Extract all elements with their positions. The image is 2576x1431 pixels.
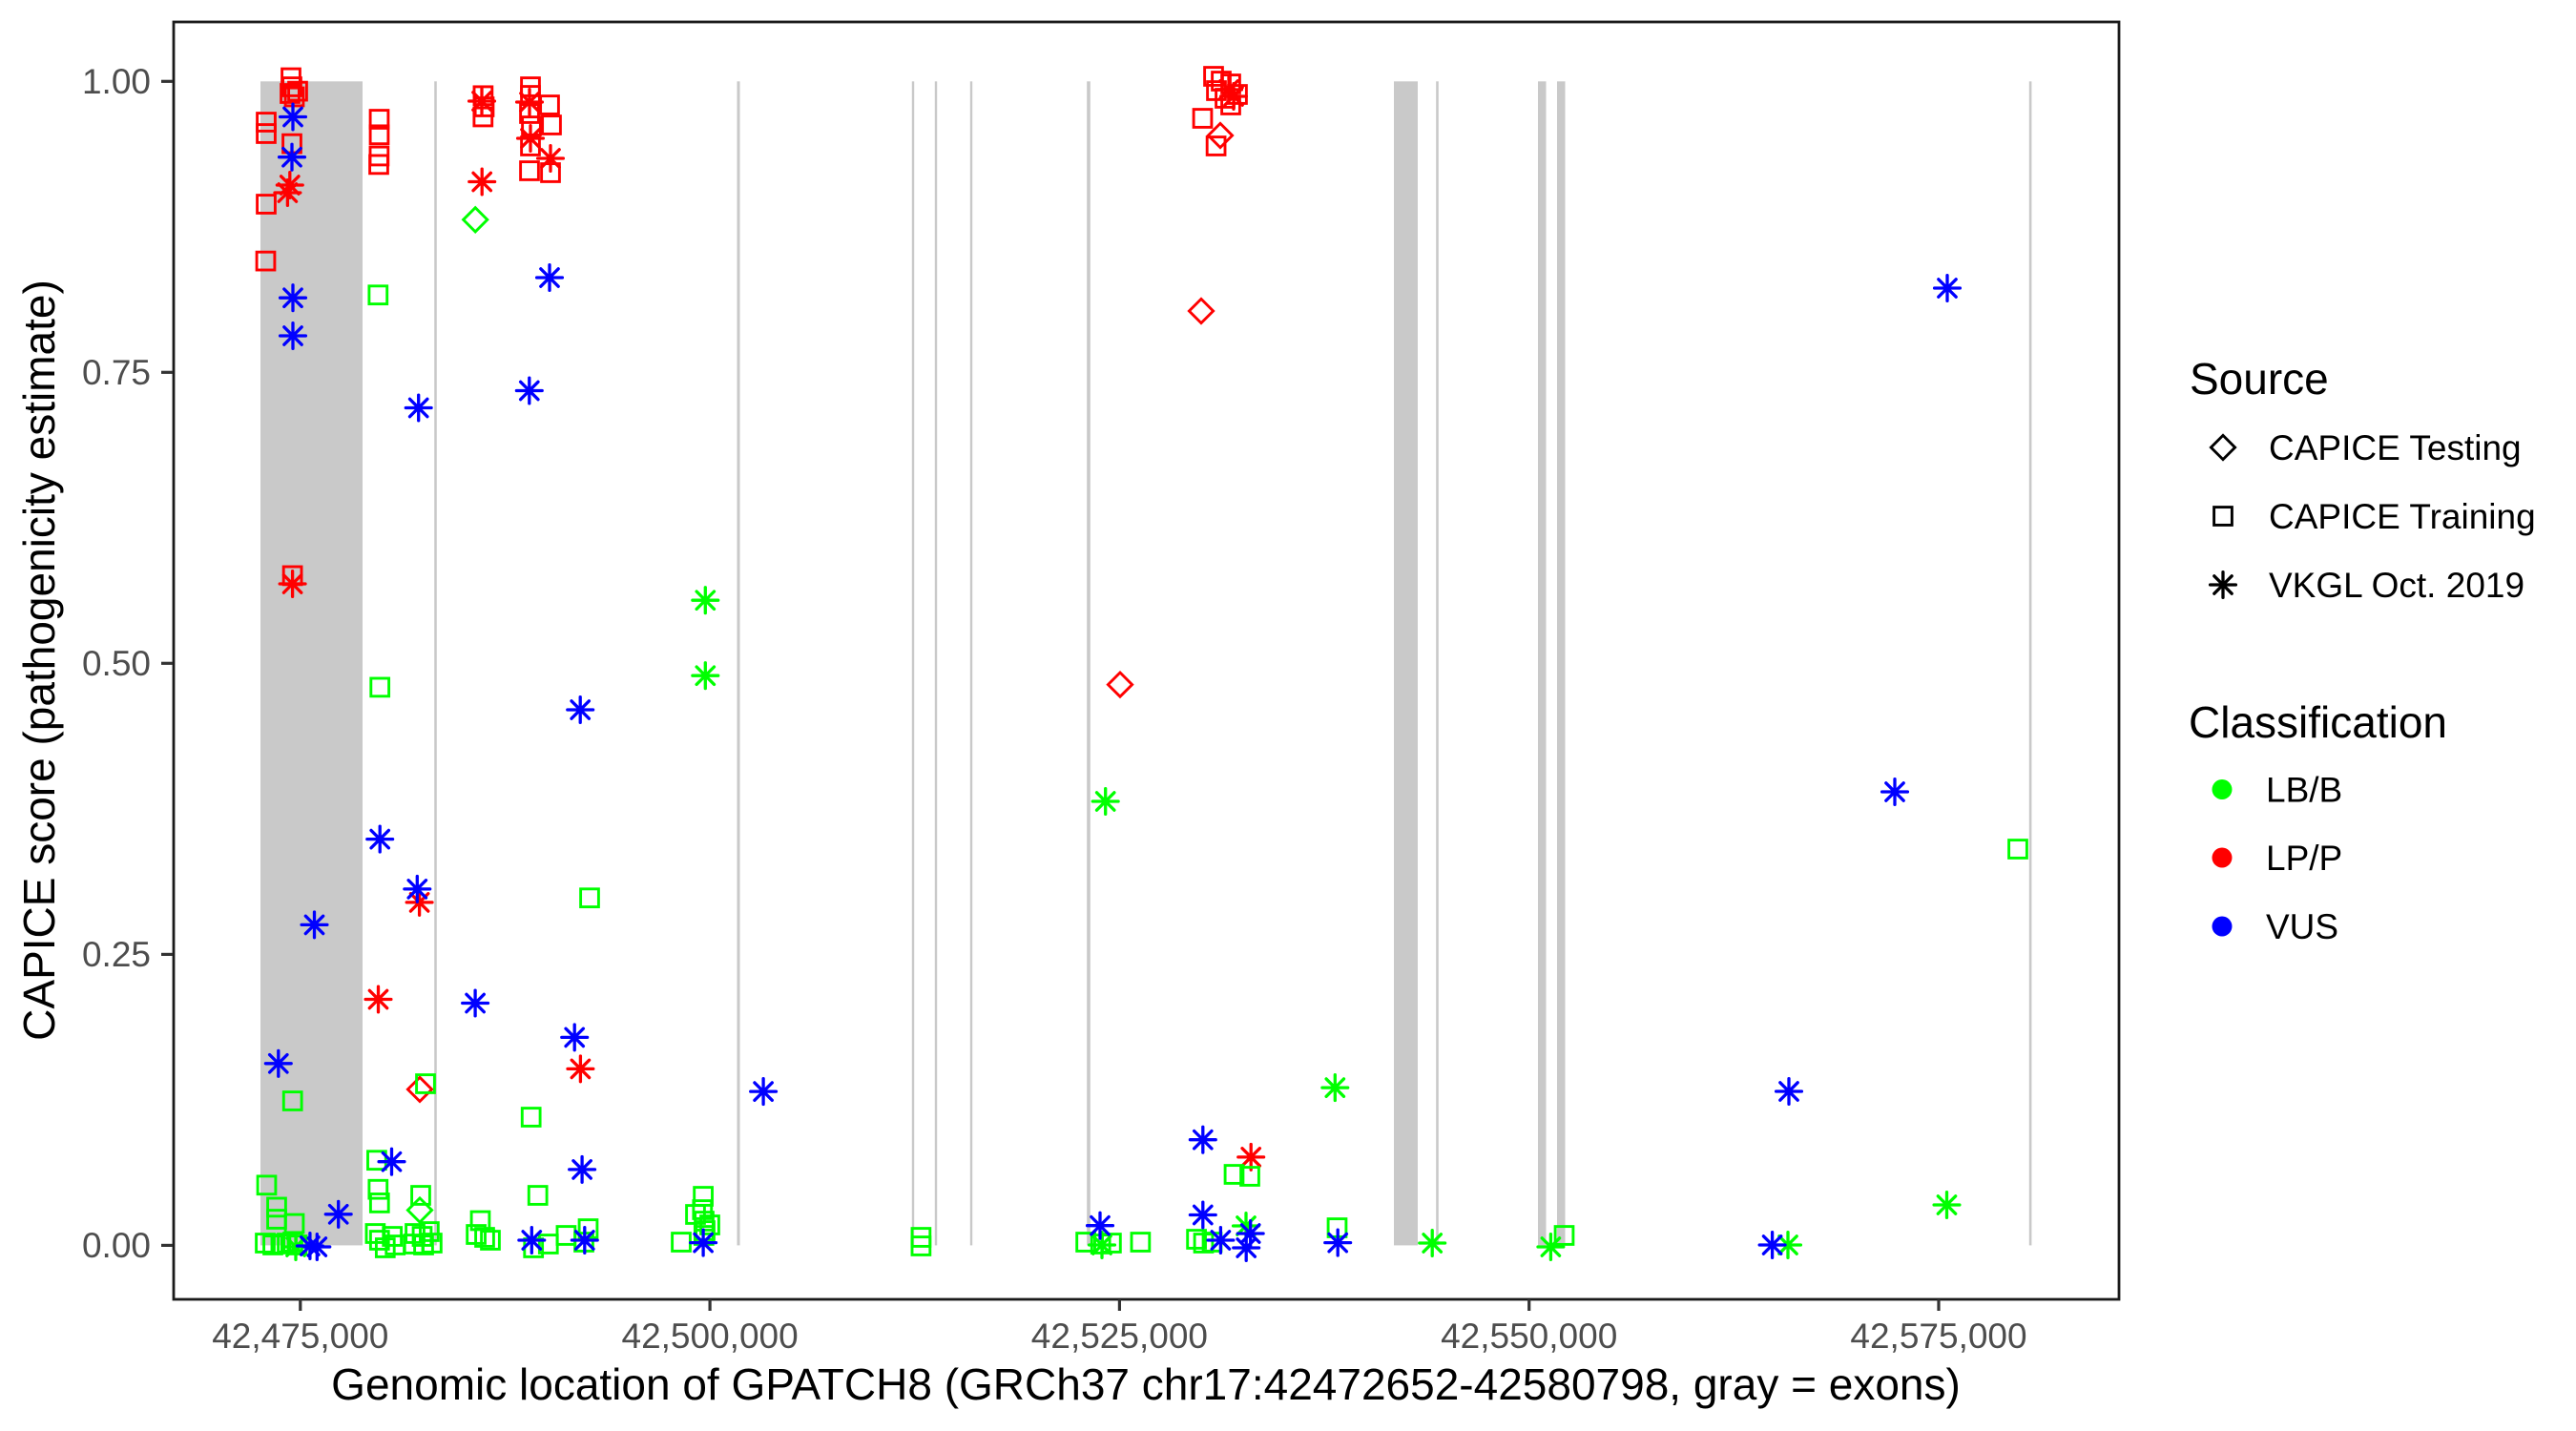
svg-text:0.50: 0.50 xyxy=(82,644,151,683)
svg-text:Source: Source xyxy=(2190,354,2329,404)
svg-text:CAPICE Testing: CAPICE Testing xyxy=(2269,428,2522,467)
svg-text:42,500,000: 42,500,000 xyxy=(622,1317,799,1356)
svg-text:LP/P: LP/P xyxy=(2266,839,2342,878)
svg-text:0.00: 0.00 xyxy=(82,1226,151,1265)
svg-text:0.25: 0.25 xyxy=(82,935,151,974)
svg-text:42,575,000: 42,575,000 xyxy=(1850,1317,2026,1356)
svg-text:Genomic location of GPATCH8 (G: Genomic location of GPATCH8 (GRCh37 chr1… xyxy=(331,1359,1961,1409)
svg-text:CAPICE Training: CAPICE Training xyxy=(2269,497,2536,536)
svg-text:LB/B: LB/B xyxy=(2266,771,2342,810)
svg-text:42,475,000: 42,475,000 xyxy=(212,1317,388,1356)
svg-text:42,525,000: 42,525,000 xyxy=(1031,1317,1208,1356)
svg-text:CAPICE score (pathogenicity es: CAPICE score (pathogenicity estimate) xyxy=(14,280,64,1041)
svg-text:VKGL Oct. 2019: VKGL Oct. 2019 xyxy=(2269,566,2524,605)
svg-text:42,550,000: 42,550,000 xyxy=(1441,1317,1617,1356)
svg-text:VUS: VUS xyxy=(2266,907,2338,946)
svg-text:1.00: 1.00 xyxy=(82,62,151,101)
svg-text:Classification: Classification xyxy=(2189,697,2447,747)
svg-text:0.75: 0.75 xyxy=(82,353,151,392)
